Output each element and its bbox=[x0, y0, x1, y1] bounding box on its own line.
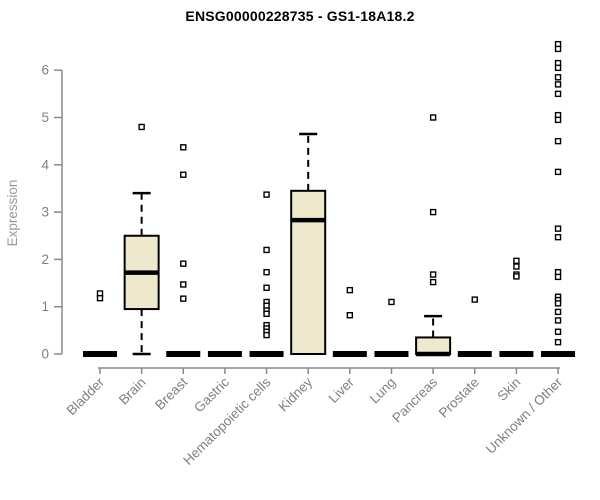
zero-bar-unknown-other bbox=[541, 351, 576, 357]
outlier-prostate bbox=[471, 296, 478, 303]
outlier-breast bbox=[180, 144, 187, 151]
zero-bar-gastric bbox=[207, 351, 242, 357]
x-tick-label: Brain bbox=[116, 375, 149, 408]
outlier-skin bbox=[513, 263, 520, 270]
y-tick-label: 1 bbox=[41, 299, 49, 314]
zero-bar-prostate bbox=[457, 351, 492, 357]
outlier-lung bbox=[388, 298, 395, 306]
x-tick-label: Skin bbox=[494, 375, 523, 404]
y-tick-label: 3 bbox=[41, 205, 49, 220]
outlier-hematopoietic-cells bbox=[263, 284, 270, 291]
x-tick-label: Pancreas bbox=[389, 374, 440, 425]
outlier-pancreas bbox=[429, 208, 437, 216]
zero-bar-bladder bbox=[83, 351, 117, 357]
outlier-skin bbox=[513, 257, 520, 265]
x-tick-label: Liver bbox=[326, 374, 358, 406]
outlier-hematopoietic-cells bbox=[263, 331, 270, 339]
outlier-liver bbox=[346, 286, 354, 294]
outlier-skin bbox=[513, 273, 520, 280]
outlier-unknown-other bbox=[554, 317, 562, 324]
outlier-unknown-other bbox=[554, 137, 562, 145]
zero-bar-breast bbox=[166, 351, 201, 357]
outlier-unknown-other bbox=[554, 338, 562, 346]
chart-title: ENSG00000228735 - GS1-18A18.2 bbox=[185, 8, 415, 24]
y-tick-label: 0 bbox=[41, 347, 49, 362]
outlier-unknown-other bbox=[554, 168, 562, 176]
x-tick-label: Lung bbox=[367, 375, 399, 407]
outlier-unknown-other bbox=[554, 225, 562, 232]
zero-bar-hematopoietic-cells bbox=[249, 351, 284, 357]
x-tick-label: Kidney bbox=[276, 374, 316, 414]
x-tick-label: Unknown / Other bbox=[483, 374, 566, 457]
outlier-unknown-other bbox=[554, 64, 562, 72]
outlier-liver bbox=[346, 312, 354, 319]
outlier-unknown-other bbox=[554, 74, 562, 81]
x-tick-label: Breast bbox=[152, 374, 190, 412]
y-tick-label: 4 bbox=[41, 157, 49, 172]
outlier-breast bbox=[180, 281, 187, 288]
y-tick-label: 5 bbox=[41, 110, 49, 125]
zero-bar-lung bbox=[374, 351, 409, 357]
x-tick-label: Gastric bbox=[191, 374, 232, 415]
outlier-pancreas bbox=[429, 271, 437, 278]
outlier-hematopoietic-cells bbox=[263, 191, 270, 198]
outlier-unknown-other bbox=[554, 116, 562, 124]
y-tick-label: 6 bbox=[41, 63, 49, 78]
box-pancreas bbox=[415, 336, 452, 356]
outlier-unknown-other bbox=[554, 328, 562, 335]
outlier-hematopoietic-cells bbox=[263, 310, 270, 317]
y-tick-label: 2 bbox=[41, 252, 49, 267]
outlier-pancreas bbox=[429, 114, 437, 121]
outlier-unknown-other bbox=[554, 90, 562, 98]
outlier-hematopoietic-cells bbox=[263, 246, 270, 254]
zero-bar-skin bbox=[499, 351, 534, 357]
zero-bar-liver bbox=[332, 351, 367, 357]
outlier-brain bbox=[138, 123, 145, 131]
box-kidney bbox=[290, 189, 327, 355]
outlier-hematopoietic-cells bbox=[263, 268, 270, 276]
outlier-unknown-other bbox=[554, 45, 562, 53]
outlier-unknown-other bbox=[554, 300, 562, 307]
x-tick-label: Prostate bbox=[436, 375, 482, 421]
outlier-bladder bbox=[96, 294, 104, 302]
outlier-unknown-other bbox=[554, 81, 562, 88]
outlier-unknown-other bbox=[554, 273, 562, 281]
outlier-pancreas bbox=[429, 278, 437, 286]
x-tick-label: Bladder bbox=[64, 374, 108, 418]
outlier-breast bbox=[180, 295, 187, 302]
outlier-unknown-other bbox=[554, 233, 562, 241]
outlier-unknown-other bbox=[554, 308, 562, 316]
outlier-breast bbox=[180, 260, 187, 267]
outlier-breast bbox=[180, 171, 187, 178]
